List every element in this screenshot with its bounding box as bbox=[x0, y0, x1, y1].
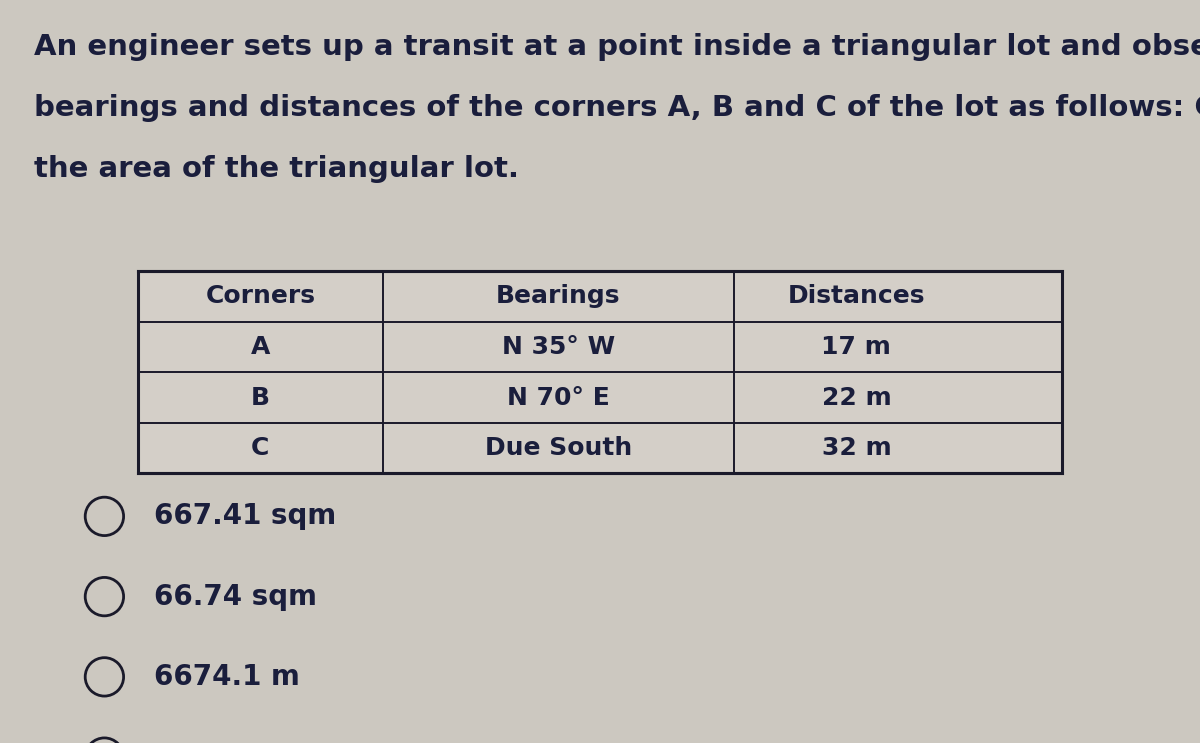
Text: Corners: Corners bbox=[205, 285, 316, 308]
Text: B: B bbox=[251, 386, 270, 409]
Text: 667.41 sqm: 667.41 sqm bbox=[154, 502, 336, 531]
Bar bbox=[138, 271, 1062, 473]
Text: 32 m: 32 m bbox=[822, 436, 892, 460]
Text: N 70° E: N 70° E bbox=[508, 386, 610, 409]
Text: N 35° W: N 35° W bbox=[502, 335, 616, 359]
Text: Bearings: Bearings bbox=[496, 285, 620, 308]
Text: 66.74 sqm: 66.74 sqm bbox=[154, 583, 317, 611]
Text: Distances: Distances bbox=[787, 285, 925, 308]
Text: the area of the triangular lot.: the area of the triangular lot. bbox=[34, 155, 518, 184]
Text: 17 m: 17 m bbox=[822, 335, 892, 359]
Text: 6674.1 m: 6674.1 m bbox=[154, 663, 300, 691]
Bar bbox=[138, 271, 1062, 473]
Text: C: C bbox=[251, 436, 270, 460]
Text: Due South: Due South bbox=[485, 436, 632, 460]
Text: A: A bbox=[251, 335, 270, 359]
Text: bearings and distances of the corners A, B and C of the lot as follows: Compute: bearings and distances of the corners A,… bbox=[34, 94, 1200, 123]
Text: An engineer sets up a transit at a point inside a triangular lot and observes th: An engineer sets up a transit at a point… bbox=[34, 33, 1200, 62]
Text: 22 m: 22 m bbox=[822, 386, 892, 409]
